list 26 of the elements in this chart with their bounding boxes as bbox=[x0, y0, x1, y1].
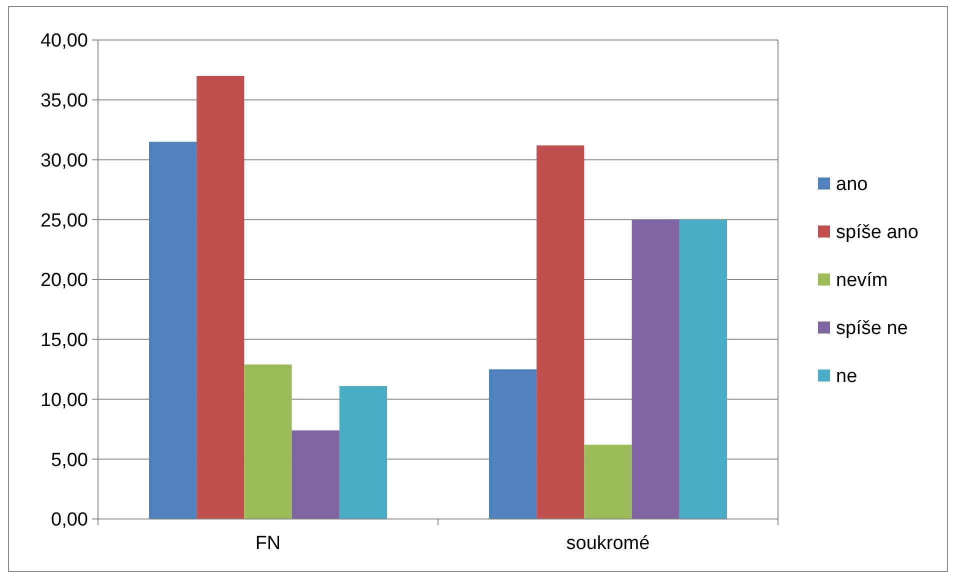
legend-label: ne bbox=[836, 366, 858, 388]
bar bbox=[292, 430, 340, 519]
bar bbox=[244, 364, 292, 519]
bar bbox=[632, 220, 680, 519]
x-tick-label: FN bbox=[255, 533, 281, 554]
y-tick-label: 15,00 bbox=[40, 330, 88, 352]
y-tick-label: 5,00 bbox=[51, 450, 88, 471]
legend-label: nevím bbox=[836, 270, 888, 292]
y-tick-label: 20,00 bbox=[40, 270, 88, 292]
legend-label: spíše ano bbox=[836, 222, 918, 244]
legend-label: spíše ne bbox=[836, 318, 908, 340]
legend-label: ano bbox=[836, 174, 868, 196]
y-tick-label: 40,00 bbox=[40, 30, 88, 52]
bar bbox=[339, 386, 387, 519]
bar bbox=[149, 142, 197, 519]
y-tick-label: 30,00 bbox=[40, 150, 88, 172]
y-tick-label: 35,00 bbox=[40, 90, 88, 112]
x-tick-label: soukromé bbox=[566, 533, 650, 554]
bar bbox=[536, 145, 584, 519]
y-tick-label: 10,00 bbox=[40, 390, 88, 411]
bar bbox=[679, 220, 727, 519]
bar bbox=[196, 76, 244, 519]
bar bbox=[584, 444, 632, 519]
bar bbox=[489, 369, 537, 519]
y-tick-label: 0,00 bbox=[51, 510, 88, 531]
y-tick-label: 25,00 bbox=[40, 210, 88, 232]
